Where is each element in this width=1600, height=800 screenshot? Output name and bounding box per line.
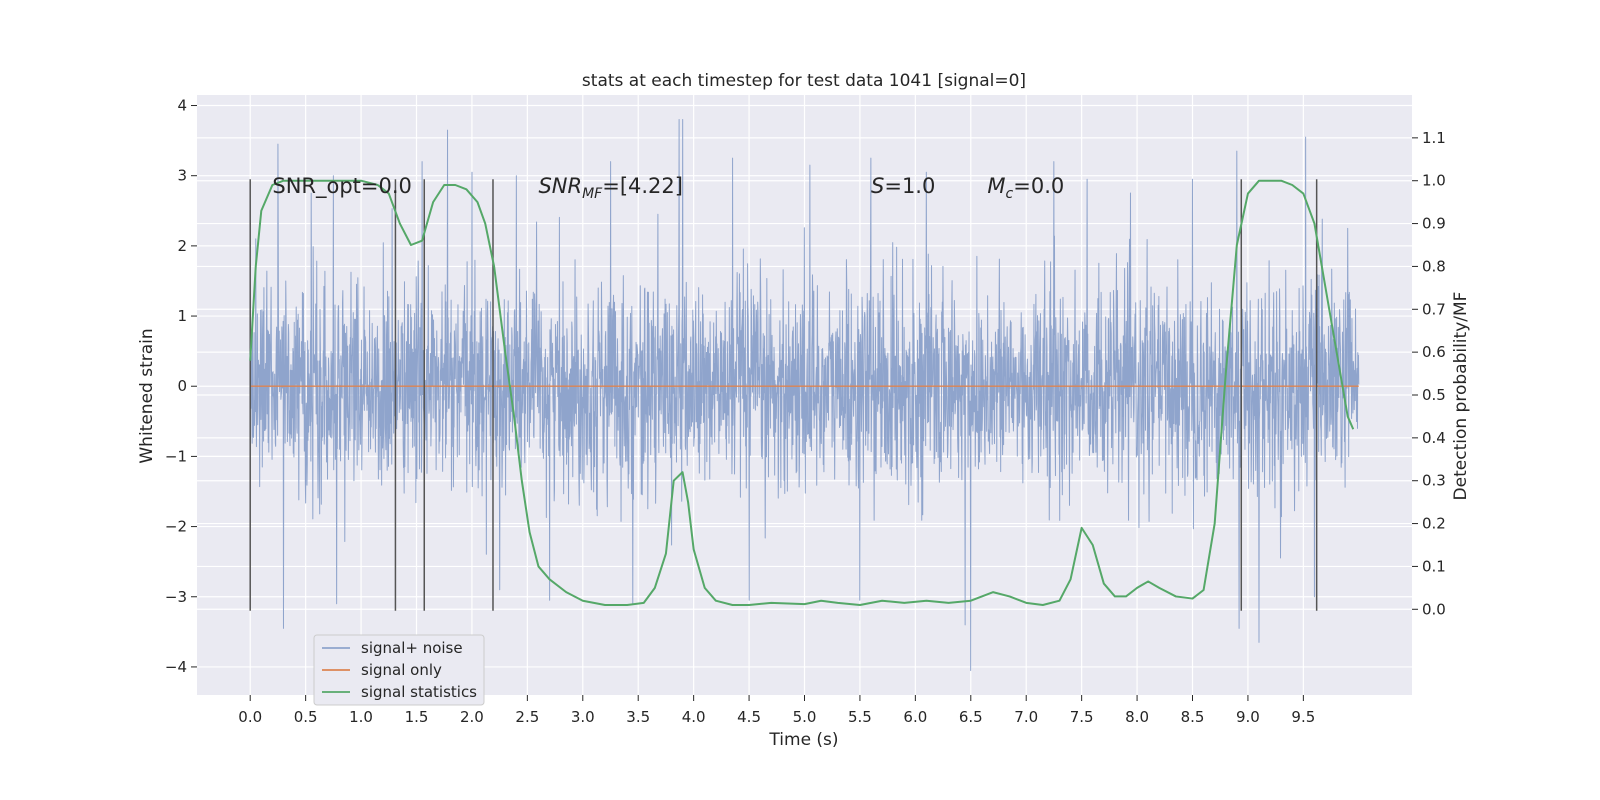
x-tick-label: 3.0	[571, 708, 595, 726]
annotation-label: SNR_opt=0.0	[272, 174, 412, 199]
x-tick-label: 0.5	[294, 708, 318, 726]
legend-box	[313, 634, 485, 706]
y-right-tick-label: 0.8	[1422, 257, 1446, 275]
y-axis-label: Whitened strain	[137, 328, 157, 463]
x-tick-label: 0.0	[238, 708, 262, 726]
x-tick-label: 9.5	[1291, 708, 1315, 726]
y-tick-label: 1	[177, 307, 187, 325]
y-tick-label: −1	[165, 447, 187, 465]
x-tick-label: 1.5	[405, 708, 429, 726]
y-right-tick-label: 1.0	[1422, 172, 1446, 190]
legend-label-signal-statistics: signal statistics	[361, 683, 477, 701]
y-tick-label: 0	[177, 377, 187, 395]
x-axis-label: Time (s)	[768, 730, 838, 750]
legend: signal+ noise signal only signal statist…	[313, 634, 485, 706]
annotations: SNR_opt=0.0 SNRMF=[4.22] S=1.0 Mc=0.0	[272, 174, 1064, 202]
y-right-tick-label: 0.5	[1422, 386, 1446, 404]
x-tick-label: 9.0	[1236, 708, 1260, 726]
annotation-label: Mc=0.0	[987, 174, 1064, 202]
x-tick-label: 3.5	[626, 708, 650, 726]
signal-noise-line	[249, 119, 1360, 671]
y-tick-label: 3	[177, 167, 187, 185]
chart-title: stats at each timestep for test data 104…	[582, 71, 1026, 91]
signal-statistics-series	[249, 179, 1355, 606]
x-tick-label: 2.5	[515, 708, 539, 726]
y-right-tick-label: 0.6	[1422, 343, 1446, 361]
y-right-tick-label: 0.3	[1422, 472, 1446, 490]
y-right-tick-label: 0.2	[1422, 515, 1446, 533]
x-tick-label: 7.5	[1070, 708, 1094, 726]
annotation-label: S=1.0	[871, 174, 935, 198]
x-tick-label: 6.5	[959, 708, 983, 726]
x-axis-ticks: 0.0 0.5 1.0 1.5 2.0 2.5 3.0 3.5 4.0 4.5 5.0 5.5 6.0 6…	[238, 695, 1315, 726]
y-tick-label: −2	[165, 518, 187, 536]
y-tick-label: 4	[177, 97, 187, 115]
legend-label-signal-only: signal only	[361, 661, 442, 679]
y-tick-label: −4	[165, 658, 187, 676]
y-right-axis-ticks: 0.0 0.1 0.2 0.3 0.4 0.5 0.6 0.7 0.8 0.9 1.0 1.1	[1412, 129, 1446, 618]
y-right-tick-label: 0.0	[1422, 600, 1446, 618]
x-tick-label: 8.5	[1181, 708, 1205, 726]
detection-markers	[249, 179, 1318, 611]
annotation-label: SNRMF=[4.22]	[538, 174, 683, 202]
y-right-tick-label: 0.7	[1422, 300, 1446, 318]
x-tick-label: 5.0	[793, 708, 817, 726]
x-tick-label: 8.0	[1125, 708, 1149, 726]
x-tick-label: 4.5	[737, 708, 761, 726]
x-tick-label: 2.0	[460, 708, 484, 726]
y-right-tick-label: 0.1	[1422, 557, 1446, 575]
x-tick-label: 7.0	[1014, 708, 1038, 726]
x-tick-label: 1.0	[349, 708, 373, 726]
y-right-tick-label: 0.9	[1422, 215, 1446, 233]
y-tick-label: −3	[165, 588, 187, 606]
signal-noise-series	[249, 119, 1360, 671]
x-tick-label: 5.5	[848, 708, 872, 726]
y-axis-ticks: −4 −3 −2 −1 0 1 2 3 4	[165, 97, 197, 676]
y-right-tick-label: 0.4	[1422, 429, 1446, 447]
y-tick-label: 2	[177, 237, 187, 255]
x-tick-label: 4.0	[682, 708, 706, 726]
signal-statistics-line	[249, 179, 1355, 606]
y-right-tick-label: 1.1	[1422, 129, 1446, 147]
y-right-axis-label: Detection probability/MF	[1451, 292, 1471, 501]
legend-label-signal-noise: signal+ noise	[361, 639, 463, 657]
x-tick-label: 6.0	[903, 708, 927, 726]
